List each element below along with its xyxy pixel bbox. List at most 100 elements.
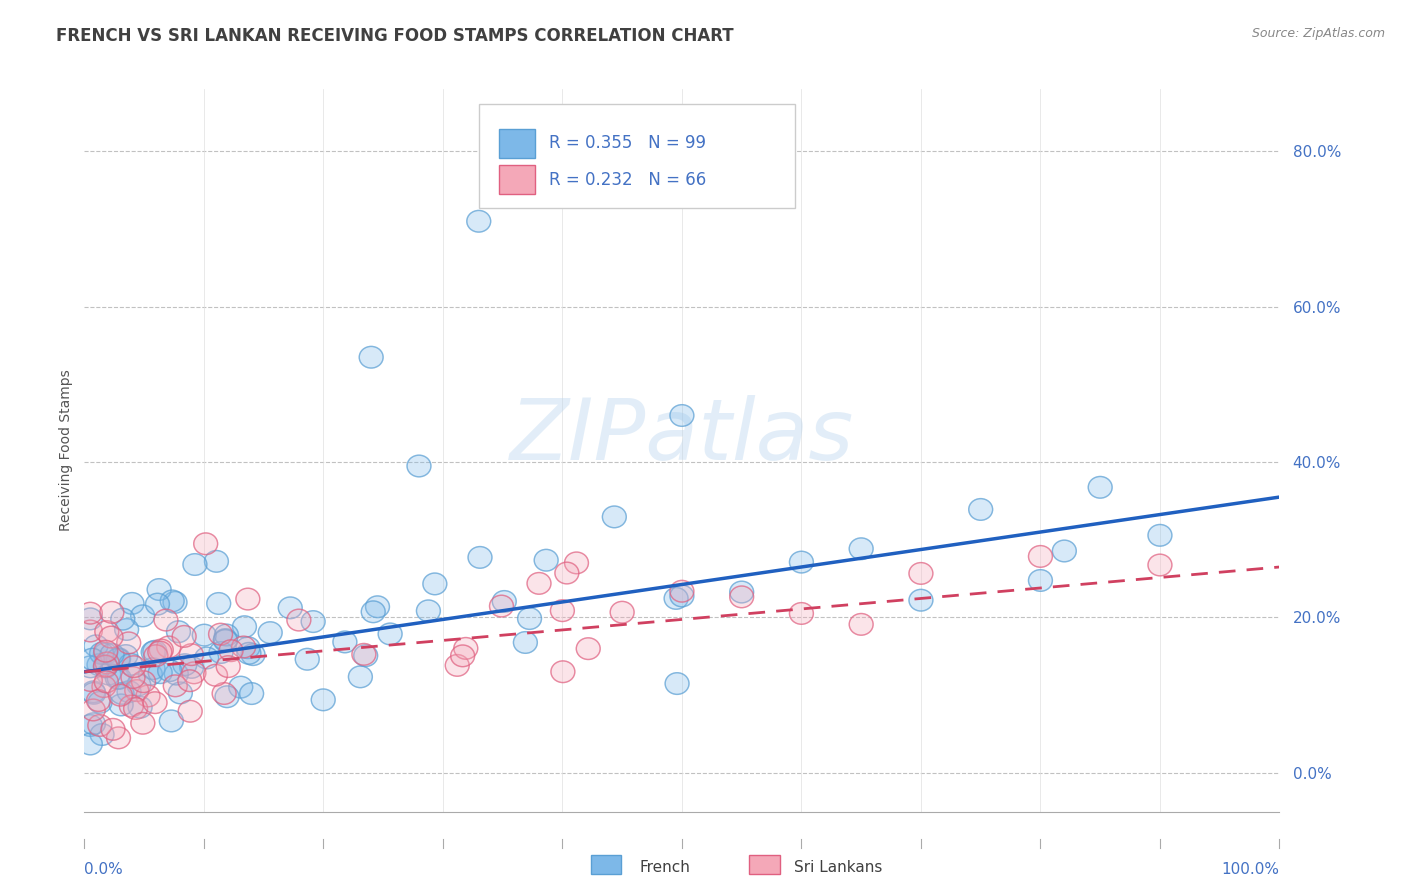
Ellipse shape xyxy=(101,718,125,740)
Ellipse shape xyxy=(163,675,187,697)
Ellipse shape xyxy=(671,585,695,607)
FancyBboxPatch shape xyxy=(479,103,796,209)
Ellipse shape xyxy=(311,689,335,711)
Ellipse shape xyxy=(94,643,118,665)
Text: 0.0%: 0.0% xyxy=(84,863,124,878)
Ellipse shape xyxy=(98,626,122,648)
Ellipse shape xyxy=(1149,524,1173,546)
Ellipse shape xyxy=(148,662,172,683)
Ellipse shape xyxy=(136,685,160,706)
Ellipse shape xyxy=(179,700,202,723)
Text: R = 0.232   N = 66: R = 0.232 N = 66 xyxy=(550,170,706,188)
Ellipse shape xyxy=(110,682,134,705)
Ellipse shape xyxy=(219,640,243,662)
Ellipse shape xyxy=(148,641,172,663)
Ellipse shape xyxy=(172,625,195,648)
Ellipse shape xyxy=(131,713,155,734)
Ellipse shape xyxy=(107,648,131,670)
Ellipse shape xyxy=(1088,476,1112,498)
Ellipse shape xyxy=(94,621,118,642)
Ellipse shape xyxy=(96,652,120,673)
Ellipse shape xyxy=(79,602,103,624)
Ellipse shape xyxy=(551,661,575,682)
Ellipse shape xyxy=(179,670,202,691)
Ellipse shape xyxy=(124,698,148,719)
Ellipse shape xyxy=(790,551,814,573)
Ellipse shape xyxy=(238,642,262,665)
Ellipse shape xyxy=(301,611,325,632)
Ellipse shape xyxy=(115,619,139,640)
Ellipse shape xyxy=(229,676,253,698)
Ellipse shape xyxy=(416,600,440,622)
Ellipse shape xyxy=(107,727,131,748)
Ellipse shape xyxy=(160,591,184,612)
Ellipse shape xyxy=(468,547,492,568)
Ellipse shape xyxy=(91,676,115,698)
Ellipse shape xyxy=(183,554,207,575)
Ellipse shape xyxy=(79,608,103,630)
Ellipse shape xyxy=(149,640,173,661)
Ellipse shape xyxy=(259,622,283,643)
Ellipse shape xyxy=(671,581,695,602)
Ellipse shape xyxy=(408,455,432,477)
Ellipse shape xyxy=(204,665,228,686)
Ellipse shape xyxy=(236,588,260,610)
Ellipse shape xyxy=(489,595,513,617)
Ellipse shape xyxy=(117,632,141,654)
Ellipse shape xyxy=(79,733,103,755)
Ellipse shape xyxy=(121,666,145,689)
Ellipse shape xyxy=(565,552,589,574)
Ellipse shape xyxy=(730,582,754,603)
Ellipse shape xyxy=(232,615,256,638)
Ellipse shape xyxy=(193,624,217,646)
Ellipse shape xyxy=(454,638,478,659)
Ellipse shape xyxy=(366,596,389,617)
Ellipse shape xyxy=(517,607,541,630)
FancyBboxPatch shape xyxy=(591,855,621,874)
Text: FRENCH VS SRI LANKAN RECEIVING FOOD STAMPS CORRELATION CHART: FRENCH VS SRI LANKAN RECEIVING FOOD STAM… xyxy=(56,27,734,45)
Ellipse shape xyxy=(143,640,167,662)
Ellipse shape xyxy=(146,593,170,615)
Ellipse shape xyxy=(120,695,143,717)
Ellipse shape xyxy=(215,624,239,646)
Ellipse shape xyxy=(125,680,149,701)
Ellipse shape xyxy=(93,656,117,677)
Ellipse shape xyxy=(333,631,357,653)
Ellipse shape xyxy=(207,592,231,615)
Ellipse shape xyxy=(143,645,167,666)
Ellipse shape xyxy=(127,674,150,696)
Ellipse shape xyxy=(97,664,121,685)
Ellipse shape xyxy=(143,692,167,714)
Ellipse shape xyxy=(214,629,238,650)
Ellipse shape xyxy=(209,641,233,664)
Ellipse shape xyxy=(105,648,129,670)
Ellipse shape xyxy=(1029,546,1053,567)
Ellipse shape xyxy=(236,637,260,658)
Ellipse shape xyxy=(157,660,181,681)
Text: Sri Lankans: Sri Lankans xyxy=(794,860,883,874)
Ellipse shape xyxy=(215,686,239,707)
Ellipse shape xyxy=(527,573,551,594)
Ellipse shape xyxy=(295,648,319,670)
Ellipse shape xyxy=(361,601,385,623)
Ellipse shape xyxy=(105,667,129,689)
Ellipse shape xyxy=(194,647,218,669)
Ellipse shape xyxy=(165,664,188,685)
Ellipse shape xyxy=(155,609,179,631)
Ellipse shape xyxy=(849,538,873,559)
Text: Source: ZipAtlas.com: Source: ZipAtlas.com xyxy=(1251,27,1385,40)
Ellipse shape xyxy=(110,694,134,715)
Ellipse shape xyxy=(1052,541,1077,562)
Text: R = 0.355   N = 99: R = 0.355 N = 99 xyxy=(550,135,706,153)
Ellipse shape xyxy=(79,670,103,691)
Ellipse shape xyxy=(111,608,135,630)
FancyBboxPatch shape xyxy=(499,165,534,194)
Ellipse shape xyxy=(349,666,373,688)
Ellipse shape xyxy=(87,690,111,712)
Ellipse shape xyxy=(117,681,141,703)
Ellipse shape xyxy=(120,592,143,615)
Ellipse shape xyxy=(166,621,190,642)
Ellipse shape xyxy=(451,645,475,666)
Ellipse shape xyxy=(910,563,934,584)
Ellipse shape xyxy=(94,657,118,678)
